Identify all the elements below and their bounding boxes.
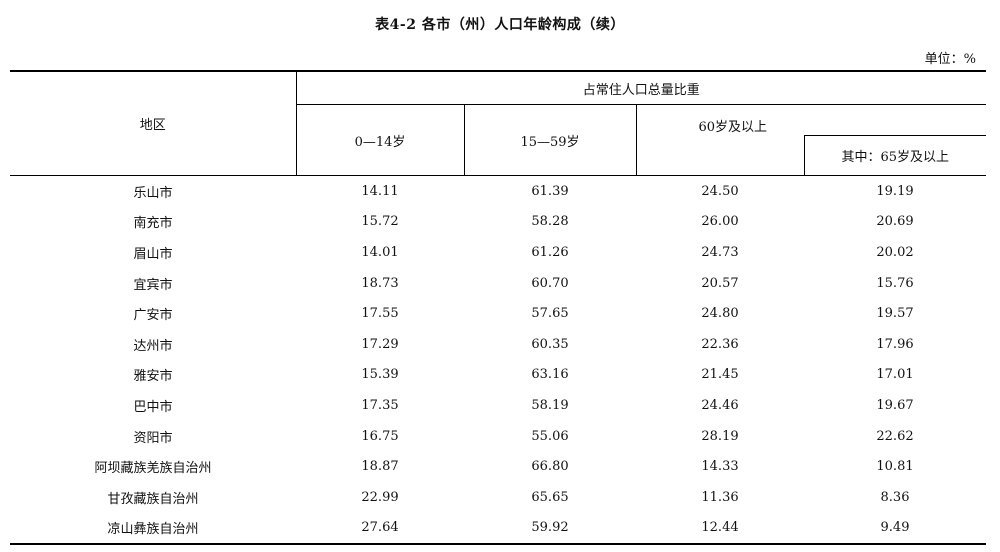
table-row: 甘孜藏族自治州 22.99 65.65 11.36 8.36 xyxy=(10,482,986,513)
cell-65-plus: 17.01 xyxy=(876,367,914,383)
cell-region: 乐山市 xyxy=(133,185,173,201)
header-15-59: 15—59岁 xyxy=(463,104,636,176)
header-group: 占常住人口总量比重 xyxy=(295,70,987,105)
cell-15-59: 63.16 xyxy=(531,367,569,383)
cell-region: 达州市 xyxy=(133,338,173,354)
cell-60-plus: 22.36 xyxy=(701,336,739,352)
cell-65-plus: 19.57 xyxy=(876,306,914,322)
cell-60-plus: 12.44 xyxy=(636,512,804,546)
cell-65-plus: 8.36 xyxy=(880,489,910,505)
table-row: 达州市 17.29 60.35 22.36 17.96 xyxy=(10,329,986,360)
unit-label: 单位：% xyxy=(924,52,976,67)
cell-60-plus: 21.45 xyxy=(701,367,739,383)
cell-15-59: 61.39 xyxy=(531,183,569,199)
cell-0-14: 17.55 xyxy=(361,306,399,322)
cell-60-plus: 28.19 xyxy=(701,428,739,444)
cell-60-plus: 24.80 xyxy=(701,306,739,322)
cell-region: 甘孜藏族自治州 xyxy=(107,491,199,507)
cell-60-plus: 20.57 xyxy=(701,275,739,291)
table-row: 巴中市 17.35 58.19 24.46 19.67 xyxy=(10,390,986,421)
cell-65-plus: 9.49 xyxy=(804,512,987,546)
table-row: 南充市 15.72 58.28 26.00 20.69 xyxy=(10,207,986,238)
cell-60-plus: 24.50 xyxy=(701,183,739,199)
cell-65-plus: 17.96 xyxy=(876,336,914,352)
table-row: 乐山市 14.11 61.39 24.50 19.19 xyxy=(10,176,986,207)
cell-65-plus: 15.76 xyxy=(876,275,914,291)
cell-60-plus: 24.46 xyxy=(701,397,739,413)
table-row: 广安市 17.55 57.65 24.80 19.57 xyxy=(10,298,986,329)
cell-region: 阿坝藏族羌族自治州 xyxy=(94,461,212,477)
cell-0-14: 18.87 xyxy=(361,459,399,475)
cell-0-14: 22.99 xyxy=(361,489,399,505)
cell-0-14: 17.35 xyxy=(361,397,399,413)
cell-0-14: 14.01 xyxy=(361,244,399,260)
cell-15-59: 60.70 xyxy=(531,275,569,291)
cell-0-14: 16.75 xyxy=(361,428,399,444)
cell-65-plus: 10.81 xyxy=(876,459,914,475)
cell-15-59: 59.92 xyxy=(464,512,636,546)
header-60-plus-spacer xyxy=(635,135,804,176)
cell-60-plus: 14.33 xyxy=(701,459,739,475)
cell-region: 雅安市 xyxy=(133,369,173,385)
cell-65-plus: 20.02 xyxy=(876,244,914,260)
cell-65-plus: 19.19 xyxy=(876,183,914,199)
cell-region: 眉山市 xyxy=(133,246,173,262)
header-60-plus: 60岁及以上 xyxy=(635,104,987,136)
cell-15-59: 65.65 xyxy=(531,489,569,505)
cell-0-14: 14.11 xyxy=(361,183,399,199)
table-row: 凉山彝族自治州 27.64 59.92 12.44 9.49 xyxy=(10,512,987,546)
cell-0-14: 18.73 xyxy=(361,275,399,291)
cell-15-59: 58.28 xyxy=(531,214,569,230)
cell-0-14: 15.72 xyxy=(361,214,399,230)
cell-60-plus: 11.36 xyxy=(701,489,739,505)
cell-15-59: 60.35 xyxy=(531,336,569,352)
cell-15-59: 61.26 xyxy=(531,244,569,260)
table-row: 阿坝藏族羌族自治州 18.87 66.80 14.33 10.81 xyxy=(10,451,986,482)
header-0-14: 0—14岁 xyxy=(295,104,464,176)
cell-65-plus: 19.67 xyxy=(876,397,914,413)
cell-60-plus: 24.73 xyxy=(701,244,739,260)
header-65-plus: 其中：65岁及以上 xyxy=(803,135,987,176)
age-structure-table: 地区 占常住人口总量比重 0—14岁 15—59岁 60岁及以上 其中：65岁及… xyxy=(10,70,987,546)
cell-region: 巴中市 xyxy=(133,399,173,415)
header-region: 地区 xyxy=(10,70,296,176)
cell-region: 凉山彝族自治州 xyxy=(10,512,296,546)
cell-region: 南充市 xyxy=(133,216,173,232)
cell-15-59: 55.06 xyxy=(531,428,569,444)
cell-0-14: 27.64 xyxy=(296,512,464,546)
table-row: 宜宾市 18.73 60.70 20.57 15.76 xyxy=(10,268,986,299)
cell-65-plus: 20.69 xyxy=(876,214,914,230)
table-row: 雅安市 15.39 63.16 21.45 17.01 xyxy=(10,360,986,391)
cell-65-plus: 22.62 xyxy=(876,428,914,444)
cell-15-59: 57.65 xyxy=(531,306,569,322)
cell-region: 广安市 xyxy=(133,308,173,324)
cell-15-59: 66.80 xyxy=(531,459,569,475)
cell-0-14: 17.29 xyxy=(361,336,399,352)
cell-15-59: 58.19 xyxy=(531,397,569,413)
table-row: 眉山市 14.01 61.26 24.73 20.02 xyxy=(10,237,986,268)
cell-60-plus: 26.00 xyxy=(701,214,739,230)
cell-region: 资阳市 xyxy=(133,430,173,446)
cell-0-14: 15.39 xyxy=(361,367,399,383)
table-title: 表4-2 各市（州）人口年龄构成（续） xyxy=(375,17,625,33)
table-body: 乐山市 14.11 61.39 24.50 19.19 南充市 15.72 58.28 26.0… xyxy=(10,176,987,546)
table-row: 资阳市 16.75 55.06 28.19 22.62 xyxy=(10,421,986,452)
cell-region: 宜宾市 xyxy=(133,277,173,293)
